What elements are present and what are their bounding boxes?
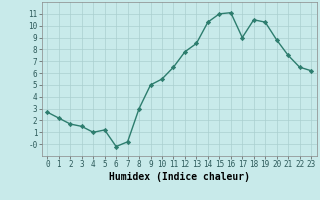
X-axis label: Humidex (Indice chaleur): Humidex (Indice chaleur) (109, 172, 250, 182)
